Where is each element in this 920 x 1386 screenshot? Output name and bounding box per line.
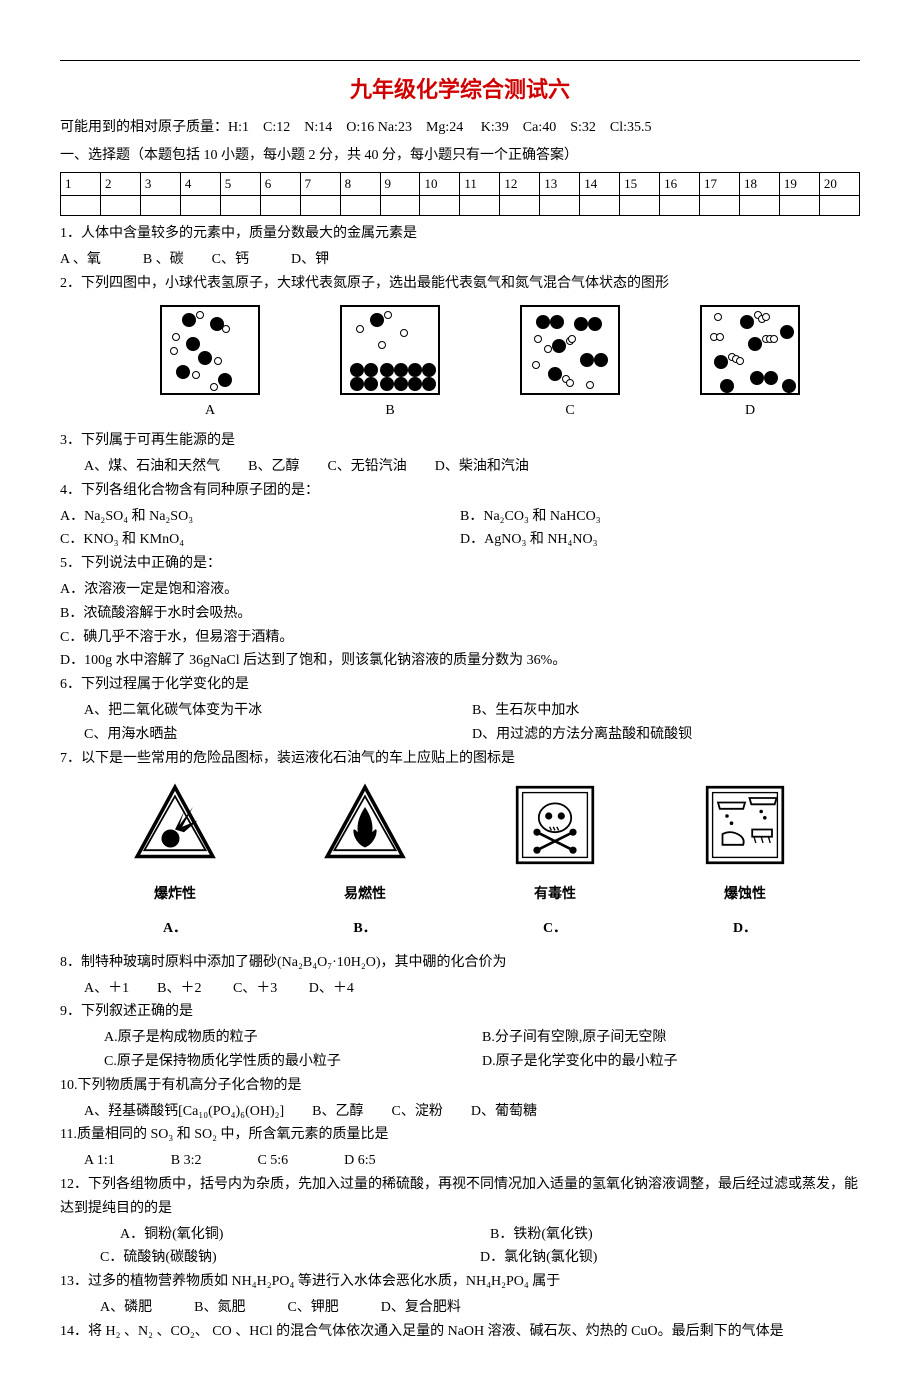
table-cell: 19 (779, 172, 819, 195)
table-cell: 5 (220, 172, 260, 195)
top-rule (60, 60, 860, 61)
q2-text: 2．下列四图中，小球代表氢原子，大球代表氮原子，选出最能代表氨气和氮气混合气体状… (60, 272, 860, 296)
hazard-explosive: 爆炸性 A． (130, 780, 220, 940)
q3-options: A、煤、石油和天然气 B、乙醇 C、无铅汽油 D、柴油和汽油 (84, 455, 860, 479)
table-cell: 1 (61, 172, 101, 195)
q12-b: B．铁粉(氧化铁) (490, 1223, 860, 1247)
q8-options: A、＋1 B、＋2 C、＋3 D、＋4 (84, 977, 860, 1001)
q11-options: A 1:1 B 3:2 C 5:6 D 6:5 (84, 1149, 860, 1173)
q9-d: D.原子是化学变化中的最小粒子 (482, 1050, 860, 1074)
diagram-b: B (340, 305, 440, 423)
table-cell: 18 (739, 172, 779, 195)
table-cell: 3 (140, 172, 180, 195)
q12-c: C．硫酸钠(碳酸钠) (100, 1246, 480, 1270)
q9-text: 9．下列叙述正确的是 (60, 1000, 860, 1024)
q4-b: B．Na₂CO₃ 和 NaHCO₃ (460, 505, 860, 529)
q5-a: A．浓溶液一定是饱和溶液。 (60, 578, 860, 602)
q4-text: 4．下列各组化合物含有同种原子团的是： (60, 479, 860, 503)
q12-row2: C．硫酸钠(碳酸钠) D．氯化钠(氯化钡) (100, 1246, 860, 1270)
q6-row2: C、用海水晒盐 D、用过滤的方法分离盐酸和硫酸钡 (84, 723, 860, 747)
table-cell: 7 (300, 172, 340, 195)
q2-diagrams: A B C (120, 305, 840, 423)
diagram-a: A (160, 305, 260, 423)
q4-row2: C．KNO₃ 和 KMnO₄ D．AgNO₃ 和 NH₄NO₃ (60, 528, 860, 552)
table-cell: 10 (420, 172, 460, 195)
table-cell: 20 (819, 172, 859, 195)
q8-text: 8．制特种玻璃时原料中添加了硼砂(Na₂B₄O₇·10H₂O)，其中硼的化合价为 (60, 951, 860, 975)
atomic-masses: 可能用到的相对原子质量：H:1 C:12 N:14 O:16 Na:23 Mg:… (60, 116, 860, 140)
q9-b: B.分子间有空隙,原子间无空隙 (482, 1026, 860, 1050)
q6-row1: A、把二氧化碳气体变为干冰 B、生石灰中加水 (84, 699, 860, 723)
q9-row2: C.原子是保持物质化学性质的最小粒子 D.原子是化学变化中的最小粒子 (104, 1050, 860, 1074)
q13-options: A、磷肥 B、氮肥 C、钾肥 D、复合肥料 (100, 1296, 860, 1320)
molecule-box-d (700, 305, 800, 395)
q5-c: C．碘几乎不溶于水，但易溶于酒精。 (60, 626, 860, 650)
diagram-d: D (700, 305, 800, 423)
section-1-header: 一、选择题（本题包括 10 小题，每小题 2 分，共 40 分，每小题只有一个正… (60, 144, 860, 168)
q13-text: 13．过多的植物营养物质如 NH₄H₂PO₄ 等进行入水体会恶化水质，NH₄H₂… (60, 1270, 860, 1294)
q6-b: B、生石灰中加水 (472, 699, 860, 723)
q12-row1: A．铜粉(氧化铜) B．铁粉(氧化铁) (120, 1223, 860, 1247)
table-answer-row (61, 196, 860, 216)
table-cell: 15 (620, 172, 660, 195)
q4-row1: A．Na₂SO₄ 和 Na₂SO₃ B．Na₂CO₃ 和 NaHCO₃ (60, 505, 860, 529)
diagram-c: C (520, 305, 620, 423)
toxic-icon (510, 780, 600, 870)
q9-row1: A.原子是构成物质的粒子 B.分子间有空隙,原子间无空隙 (104, 1026, 860, 1050)
flammable-icon (320, 780, 410, 870)
q12-a: A．铜粉(氧化铜) (120, 1223, 490, 1247)
table-cell: 8 (340, 172, 380, 195)
table-cell: 13 (540, 172, 580, 195)
q5-d: D．100g 水中溶解了 36gNaCl 后达到了饱和，则该氯化钠溶液的质量分数… (60, 649, 860, 673)
molecule-box-a (160, 305, 260, 395)
page-title: 九年级化学综合测试六 (60, 71, 860, 108)
molecule-box-c (520, 305, 620, 395)
explosive-icon (130, 780, 220, 870)
hazard-flammable: 易燃性 B． (320, 780, 410, 940)
table-cell: 17 (700, 172, 740, 195)
q10-text: 10.下列物质属于有机高分子化合物的是 (60, 1074, 860, 1098)
q14-text: 14．将 H₂ 、N₂ 、CO₂、 CO 、HCl 的混合气体依次通入足量的 N… (60, 1320, 860, 1344)
q9-a: A.原子是构成物质的粒子 (104, 1026, 482, 1050)
q10-options: A、羟基磷酸钙[Ca₁₀(PO₄)₆(OH)₂] B、乙醇 C、淀粉 D、葡萄糖 (84, 1100, 860, 1124)
q12-d: D．氯化钠(氯化钡) (480, 1246, 860, 1270)
q6-c: C、用海水晒盐 (84, 723, 472, 747)
q1-text: 1．人体中含量较多的元素中，质量分数最大的金属元素是 (60, 222, 860, 246)
table-header-row: 1 2 3 4 5 6 7 8 9 10 11 12 13 14 15 16 1… (61, 172, 860, 195)
table-cell: 14 (580, 172, 620, 195)
q1-options: A 、氧 B 、碳 C、钙 D、钾 (60, 248, 860, 272)
table-cell: 16 (660, 172, 700, 195)
q4-a: A．Na₂SO₄ 和 Na₂SO₃ (60, 505, 460, 529)
q11-text: 11.质量相同的 SO₃ 和 SO₂ 中，所含氧元素的质量比是 (60, 1123, 860, 1147)
q9-c: C.原子是保持物质化学性质的最小粒子 (104, 1050, 482, 1074)
answer-grid: 1 2 3 4 5 6 7 8 9 10 11 12 13 14 15 16 1… (60, 172, 860, 216)
q7-text: 7．以下是一些常用的危险品图标，装运液化石油气的车上应贴上的图标是 (60, 747, 860, 771)
table-cell: 6 (260, 172, 300, 195)
table-cell: 12 (500, 172, 540, 195)
q4-c: C．KNO₃ 和 KMnO₄ (60, 528, 460, 552)
q3-text: 3．下列属于可再生能源的是 (60, 429, 860, 453)
q12-text: 12．下列各组物质中，括号内为杂质，先加入过量的稀硫酸，再视不同情况加入适量的氢… (60, 1173, 860, 1221)
q5-text: 5．下列说法中正确的是： (60, 552, 860, 576)
corrosive-icon (700, 780, 790, 870)
table-cell: 4 (180, 172, 220, 195)
q4-d: D．AgNO₃ 和 NH₄NO₃ (460, 528, 860, 552)
q6-a: A、把二氧化碳气体变为干冰 (84, 699, 472, 723)
table-cell: 11 (460, 172, 500, 195)
q5-b: B．浓硫酸溶解于水时会吸热。 (60, 602, 860, 626)
hazard-corrosive: 爆蚀性 D． (700, 780, 790, 940)
q6-text: 6．下列过程属于化学变化的是 (60, 673, 860, 697)
molecule-box-b (340, 305, 440, 395)
q6-d: D、用过滤的方法分离盐酸和硫酸钡 (472, 723, 860, 747)
hazard-toxic: 有毒性 C． (510, 780, 600, 940)
table-cell: 9 (380, 172, 420, 195)
table-cell: 2 (100, 172, 140, 195)
q7-hazard-row: 爆炸性 A． 易燃性 B． 有毒性 C． (80, 780, 840, 940)
